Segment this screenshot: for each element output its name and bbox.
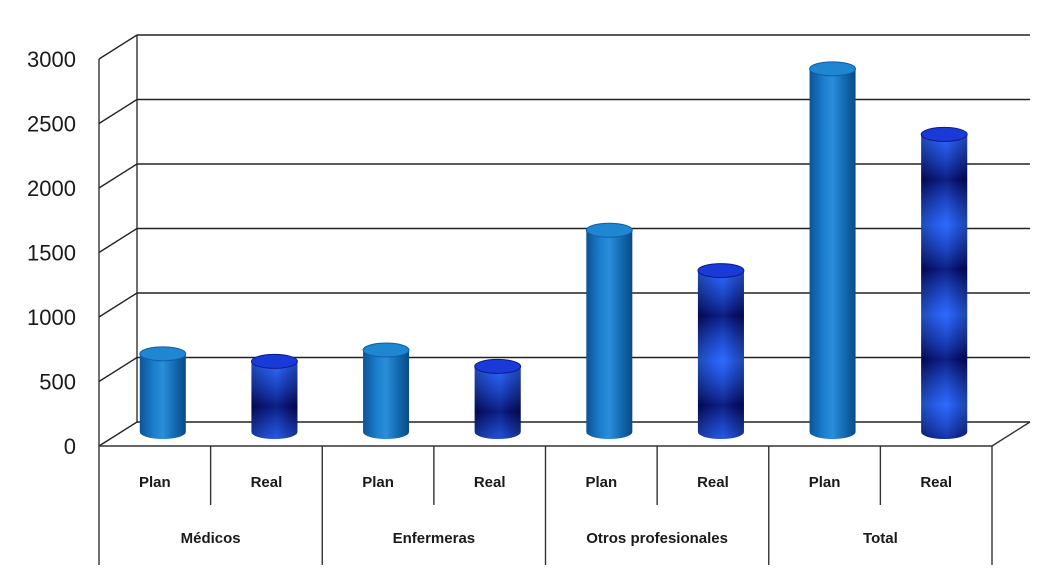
floor-right-edge <box>991 421 1031 447</box>
bar-plan <box>809 61 857 439</box>
gridline-0 <box>98 421 1030 447</box>
x-sub-label: Real <box>474 474 506 491</box>
gridline-2500 <box>98 98 1030 125</box>
gridline-500 <box>98 356 1030 383</box>
y-tick-label: 2000 <box>27 176 76 201</box>
x-sub-label: Plan <box>809 474 841 491</box>
bar-plan <box>139 346 187 439</box>
x-group-label: Médicos <box>181 530 241 547</box>
x-sub-label: Real <box>251 474 283 491</box>
x-group-label: Enfermeras <box>393 530 476 547</box>
y-tick-label: 0 <box>64 434 76 459</box>
gridline-1000 <box>98 292 1030 318</box>
bar-real <box>697 263 745 439</box>
bar-plan <box>362 342 410 439</box>
gridline-1500 <box>98 227 1030 254</box>
y-tick-label: 1500 <box>27 241 76 266</box>
gridline-3000 <box>98 34 1030 60</box>
x-sub-label: Real <box>920 474 952 491</box>
y-tick-label: 3000 <box>27 47 76 72</box>
x-sub-label: Plan <box>139 474 171 491</box>
x-group-label: Total <box>863 530 898 547</box>
y-tick-label: 2500 <box>27 112 76 137</box>
gridline-2000 <box>98 163 1030 189</box>
y-tick-label: 1000 <box>27 305 76 330</box>
x-sub-label: Plan <box>362 474 394 491</box>
bar-real <box>250 353 298 439</box>
x-sub-label: Plan <box>585 474 617 491</box>
bar-plan <box>585 222 633 439</box>
y-tick-label: 500 <box>39 370 76 395</box>
bar-real <box>474 358 522 439</box>
bar-real <box>920 126 968 439</box>
x-sub-label: Real <box>697 474 729 491</box>
x-group-label: Otros profesionales <box>586 530 728 547</box>
